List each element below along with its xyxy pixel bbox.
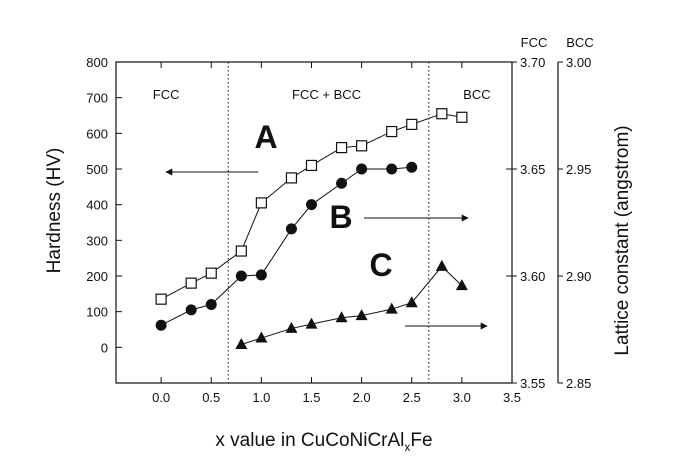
series-A-point bbox=[255, 197, 267, 209]
y-left-tick-label: 100 bbox=[86, 305, 108, 320]
y-bcc-tick-label: 2.95 bbox=[566, 162, 591, 177]
series-A-point bbox=[436, 108, 448, 120]
y-fcc-tick-label: 3.60 bbox=[520, 269, 545, 284]
x-tick-label: 1.5 bbox=[302, 390, 320, 405]
series-B-point bbox=[255, 269, 267, 281]
series-B-point bbox=[235, 270, 247, 282]
series-A-point bbox=[155, 293, 167, 305]
y-left-tick-label: 500 bbox=[86, 162, 108, 177]
series-B-point bbox=[356, 163, 368, 175]
y-fcc-tick-label: 3.55 bbox=[520, 376, 545, 391]
x-tick-label: 2.5 bbox=[403, 390, 421, 405]
series-B-point bbox=[386, 163, 398, 175]
series-B-point bbox=[185, 304, 197, 316]
series-B-point bbox=[155, 319, 167, 331]
y-left-tick-label: 200 bbox=[86, 269, 108, 284]
series-C-point bbox=[355, 309, 368, 321]
header-fcc: FCC bbox=[521, 35, 548, 50]
series-A-point bbox=[285, 172, 298, 184]
x-tick-label: 1.0 bbox=[252, 390, 270, 405]
x-tick-label: 3.5 bbox=[503, 390, 521, 405]
region-label: FCC + BCC bbox=[292, 87, 361, 102]
series-C-point bbox=[305, 317, 318, 329]
series-B-point bbox=[205, 299, 217, 311]
series-C-point bbox=[285, 321, 298, 333]
y-fcc-tick-label: 3.70 bbox=[520, 55, 545, 70]
header-bcc: BCC bbox=[566, 35, 593, 50]
series-A-point bbox=[356, 140, 368, 152]
x-tick-label: 3.0 bbox=[453, 390, 471, 405]
series-A-point bbox=[335, 142, 348, 154]
series-A-point bbox=[305, 159, 318, 172]
series-C-point bbox=[335, 311, 348, 323]
y-bcc-tick-label: 3.00 bbox=[566, 55, 591, 70]
x-tick-label: 0.5 bbox=[202, 390, 220, 405]
series-C-line bbox=[241, 265, 463, 345]
series-A-point bbox=[185, 277, 197, 289]
plot-frame bbox=[115, 61, 513, 384]
series-B-point bbox=[406, 161, 418, 173]
y-right-axis-title: Lattice constant (angstrom) bbox=[612, 125, 633, 355]
y-bcc-tick-label: 2.85 bbox=[566, 376, 591, 391]
series-A-point bbox=[205, 267, 217, 279]
series-B-label: B bbox=[329, 199, 352, 235]
series-C-point bbox=[235, 337, 248, 349]
series-C-point bbox=[455, 279, 468, 291]
y-fcc-tick-label: 3.65 bbox=[520, 162, 545, 177]
y-left-tick-label: 300 bbox=[86, 233, 108, 248]
y-left-tick-label: 800 bbox=[86, 55, 108, 70]
series-C-point bbox=[255, 331, 268, 343]
series-C-point bbox=[405, 296, 418, 308]
series-A-point bbox=[456, 111, 468, 123]
series-A-point bbox=[386, 125, 398, 138]
y-left-tick-label: 600 bbox=[86, 126, 108, 141]
y-left-axis-title: Hardness (HV) bbox=[44, 148, 65, 274]
x-tick-label: 2.0 bbox=[353, 390, 371, 405]
series-C-point bbox=[385, 302, 398, 314]
x-tick-label: 0.0 bbox=[152, 390, 170, 405]
series-B-point bbox=[336, 177, 348, 189]
region-label: BCC bbox=[463, 87, 490, 102]
series-C-label: C bbox=[369, 247, 392, 283]
y-bcc-tick-label: 2.90 bbox=[566, 269, 591, 284]
region-label: FCC bbox=[153, 87, 180, 102]
series-B-point bbox=[285, 223, 297, 235]
y-left-tick-label: 400 bbox=[86, 198, 108, 213]
series-A-label: A bbox=[254, 119, 277, 155]
y-left-tick-label: 700 bbox=[86, 91, 108, 106]
series-B-point bbox=[305, 199, 317, 211]
y-left-tick-label: 0 bbox=[101, 340, 108, 355]
series-A-point bbox=[235, 245, 247, 257]
series-A-point bbox=[406, 118, 418, 131]
series-C-point bbox=[435, 259, 448, 271]
x-axis-title: x value in CuCoNiCrAlxFe bbox=[215, 430, 432, 454]
